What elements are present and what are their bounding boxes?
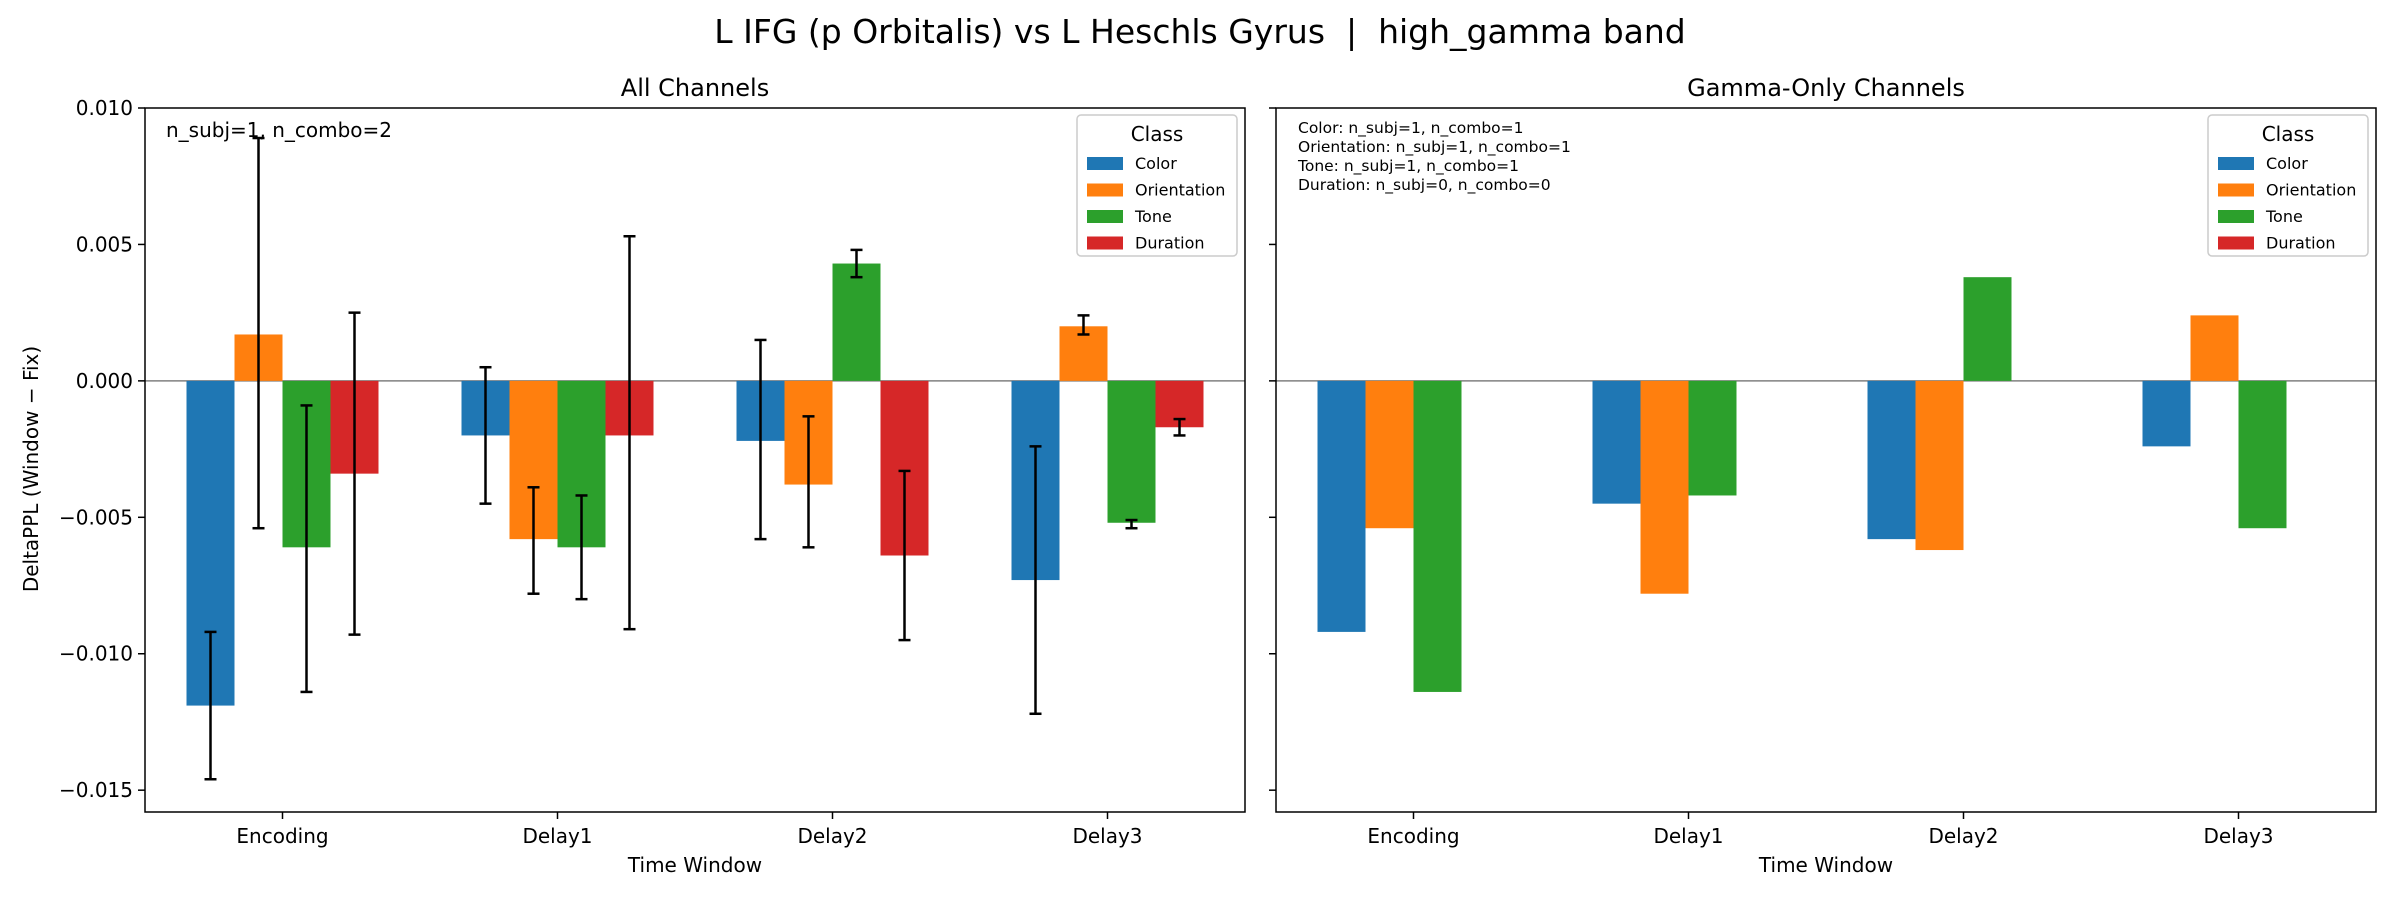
legend-label-tone: Tone — [1134, 207, 1172, 226]
plot-frame — [1275, 107, 2377, 813]
legend: Class Color Orientation Tone Duration — [2207, 114, 2369, 257]
y-tick-label: 0.005 — [76, 232, 133, 256]
annotation-text: Tone: n_subj=1, n_combo=1 — [1297, 157, 1519, 176]
error-bar-tone-delay3 — [1125, 518, 1138, 530]
y-tick-label: 0.010 — [76, 96, 133, 120]
error-bar-color-encoding — [204, 630, 217, 781]
legend-label-orientation: Orientation — [2266, 181, 2356, 200]
legend-label-color: Color — [1135, 154, 1177, 173]
error-bar-color-delay1 — [479, 365, 492, 505]
bar-tone-delay3 — [2238, 380, 2287, 529]
error-bar-duration-delay1 — [623, 234, 636, 631]
legend-swatch-duration — [2218, 236, 2254, 250]
x-tick-label: Delay1 — [522, 824, 592, 848]
x-tick-label: Delay2 — [1928, 824, 1998, 848]
error-bar-tone-delay1 — [575, 494, 588, 601]
error-bar-duration-delay3 — [1173, 417, 1186, 437]
panels: 0.010 0.005 0.000 −0.005 −0.010 −0.015 Encodin… — [59, 74, 2377, 877]
panel-2: Encoding Delay1 Delay2 Delay3 Gamma-Only Cha… — [1269, 74, 2377, 877]
y-tick-label: −0.005 — [59, 505, 133, 529]
error-bar-orientation-delay2 — [802, 415, 815, 549]
error-bar-color-delay2 — [754, 338, 767, 541]
annotation-text: n_subj=1, n_combo=2 — [166, 118, 392, 142]
bar-orientation-delay1 — [1640, 380, 1689, 594]
x-tick-label: Delay1 — [1653, 824, 1723, 848]
x-tick-label: Encoding — [1367, 824, 1459, 848]
bar-color-delay3 — [2142, 380, 2191, 447]
y-tick-label: −0.015 — [59, 778, 133, 802]
bar-orientation-delay2 — [1915, 380, 1964, 551]
legend-title: Class — [1131, 122, 1184, 146]
y-tick-label: −0.010 — [59, 642, 133, 666]
error-bar-tone-delay2 — [850, 248, 863, 279]
legend-swatch-orientation — [2218, 183, 2254, 197]
x-tick-label: Delay3 — [2203, 824, 2273, 848]
bar-tone-encoding — [1413, 380, 1462, 692]
y-tick-label: 0.000 — [76, 369, 133, 393]
annotation-text: Orientation: n_subj=1, n_combo=1 — [1298, 138, 1571, 157]
legend-label-tone: Tone — [2265, 207, 2303, 226]
legend-title: Class — [2262, 122, 2315, 146]
legend-swatch-orientation — [1087, 183, 1123, 197]
figure-title: L IFG (p Orbitalis) vs L Heschls Gyrus |… — [714, 12, 1686, 51]
x-tick-label: Encoding — [236, 824, 328, 848]
bar-tone-delay1 — [1688, 380, 1737, 496]
error-bar-orientation-encoding — [252, 136, 265, 530]
error-bar-duration-delay2 — [898, 469, 911, 642]
error-bar-tone-encoding — [300, 404, 313, 694]
error-bar-orientation-delay3 — [1077, 314, 1090, 336]
bar-orientation-encoding — [1365, 380, 1414, 529]
bar-color-delay1 — [1592, 380, 1641, 504]
x-tick-label: Delay3 — [1072, 824, 1142, 848]
legend-label-color: Color — [2266, 154, 2308, 173]
legend-swatch-tone — [2218, 210, 2254, 223]
legend-swatch-color — [1087, 157, 1123, 170]
error-bar-orientation-delay1 — [527, 486, 540, 595]
legend-label-orientation: Orientation — [1135, 181, 1225, 200]
bar-color-delay2 — [1867, 380, 1916, 540]
legend: Class Color Orientation Tone Duration — [1076, 114, 1238, 257]
legend-label-duration: Duration — [2266, 234, 2336, 253]
panel-title: All Channels — [621, 74, 769, 102]
y-axis-label: DeltaPPL (Window − Fix) — [19, 346, 43, 592]
legend-swatch-color — [2218, 157, 2254, 170]
panel-1: 0.010 0.005 0.000 −0.005 −0.010 −0.015 Encodin… — [59, 74, 1246, 877]
error-bar-color-delay3 — [1029, 445, 1042, 716]
plot-frame — [144, 107, 1246, 813]
x-tick-label: Delay2 — [797, 824, 867, 848]
x-axis-label: Time Window — [1758, 853, 1893, 877]
annotation-text: Duration: n_subj=0, n_combo=0 — [1298, 176, 1551, 195]
legend-swatch-tone — [1087, 210, 1123, 223]
panel-title: Gamma-Only Channels — [1687, 74, 1965, 102]
x-axis-label: Time Window — [627, 853, 762, 877]
bar-orientation-delay3 — [2190, 315, 2239, 381]
annotation-text: Color: n_subj=1, n_combo=1 — [1298, 119, 1524, 138]
bar-color-encoding — [1317, 380, 1366, 632]
bar-tone-delay2 — [832, 263, 881, 381]
legend-swatch-duration — [1087, 236, 1123, 250]
bar-tone-delay2 — [1963, 277, 2012, 381]
legend-label-duration: Duration — [1135, 234, 1205, 253]
error-bar-duration-encoding — [348, 311, 361, 636]
bar-tone-delay3 — [1107, 380, 1156, 523]
